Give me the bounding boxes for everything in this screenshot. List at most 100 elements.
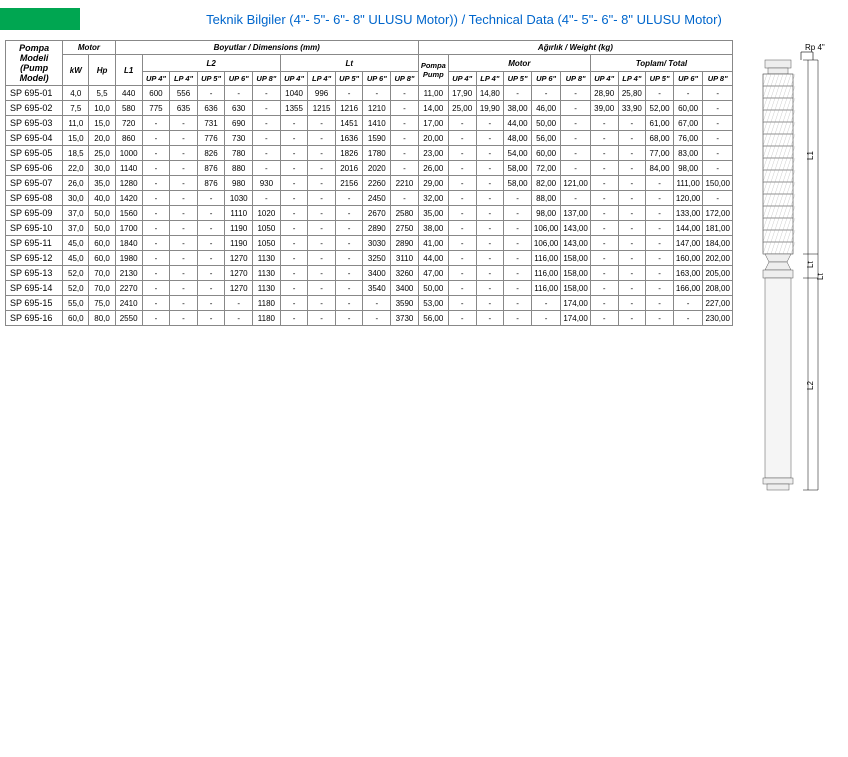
col-dimensions: Boyutlar / Dimensions (mm) [115,41,418,55]
col-kw: kW [63,55,89,86]
table-cell: - [142,266,170,281]
table-cell: 3540 [363,281,391,296]
table-cell: 52,0 [63,281,89,296]
table-cell: 37,0 [63,221,89,236]
table-cell: 2260 [363,176,391,191]
table-cell: - [142,191,170,206]
table-cell: 56,00 [531,131,560,146]
table-cell: - [280,221,308,236]
table-cell: - [561,101,590,116]
table-cell: 1826 [335,146,363,161]
table-cell: 60,0 [89,236,115,251]
table-cell: 930 [253,176,281,191]
table-cell: - [448,236,476,251]
table-cell: - [335,206,363,221]
table-cell: 227,00 [703,296,733,311]
table-cell: 2670 [363,206,391,221]
table-cell: - [703,161,733,176]
table-cell: - [142,206,170,221]
table-cell: 2156 [335,176,363,191]
table-cell: - [308,251,335,266]
table-cell: - [448,266,476,281]
table-cell: 76,00 [673,131,702,146]
table-cell: - [391,116,419,131]
table-cell: - [170,176,197,191]
table-cell: - [280,176,308,191]
table-cell: - [448,146,476,161]
table-cell: 860 [115,131,142,146]
table-cell: - [280,146,308,161]
table-cell: 45,0 [63,251,89,266]
table-cell: - [170,251,197,266]
table-cell: - [590,191,618,206]
table-cell: - [618,311,646,326]
table-cell: 20,0 [89,131,115,146]
table-cell: 775 [142,101,170,116]
table-cell: 600 [142,86,170,101]
table-cell: - [590,236,618,251]
table-cell: 3400 [363,266,391,281]
table-cell: - [391,101,419,116]
table-cell: 1050 [253,236,281,251]
table-cell: - [504,86,532,101]
table-cell: 14,00 [418,101,448,116]
table-cell: 14,80 [476,86,504,101]
table-cell: 440 [115,86,142,101]
table-cell: - [142,221,170,236]
table-cell: 3110 [391,251,419,266]
table-cell: - [448,311,476,326]
table-cell: 47,00 [418,266,448,281]
rp-label: Rp 4" [805,43,825,52]
table-cell: - [335,296,363,311]
table-cell: 2890 [391,236,419,251]
table-cell: 150,00 [703,176,733,191]
table-cell: 41,00 [418,236,448,251]
table-cell: 44,00 [504,116,532,131]
table-cell: 144,00 [673,221,702,236]
table-cell: 2450 [363,191,391,206]
table-cell: - [504,191,532,206]
table-cell: 3730 [391,311,419,326]
table-cell: 137,00 [561,206,590,221]
table-cell: 630 [225,101,253,116]
table-cell: - [504,206,532,221]
table-cell: - [280,266,308,281]
table-row: SP 695-1660,080,02550----1180----373056,… [6,311,733,326]
table-cell: - [646,206,674,221]
table-cell: 44,00 [418,251,448,266]
table-cell: - [197,281,225,296]
table-cell: - [531,311,560,326]
table-cell: 980 [225,176,253,191]
table-cell: 80,0 [89,311,115,326]
table-cell: - [142,146,170,161]
table-cell: 10,0 [89,101,115,116]
table-cell: - [590,116,618,131]
table-cell: - [197,206,225,221]
table-cell: 50,0 [89,221,115,236]
table-cell: - [253,86,281,101]
table-cell: 20,00 [418,131,448,146]
table-cell: - [308,116,335,131]
table-cell: 52,00 [646,101,674,116]
table-cell: - [308,146,335,161]
table-cell: 2020 [363,161,391,176]
table-cell: 29,00 [418,176,448,191]
table-cell: - [308,161,335,176]
table-cell: - [618,296,646,311]
table-cell: 17,00 [418,116,448,131]
table-cell: 25,00 [448,101,476,116]
table-cell: SP 695-15 [6,296,63,311]
table-cell: SP 695-03 [6,116,63,131]
table-cell: - [142,131,170,146]
table-cell: SP 695-07 [6,176,63,191]
table-cell: - [253,131,281,146]
table-cell: - [308,131,335,146]
table-cell: 202,00 [703,251,733,266]
table-cell: 4,0 [63,86,89,101]
table-cell: 48,00 [504,131,532,146]
table-cell: - [646,311,674,326]
table-cell: 25,0 [89,146,115,161]
table-cell: - [308,281,335,296]
table-cell: - [646,236,674,251]
table-cell: 1020 [253,206,281,221]
